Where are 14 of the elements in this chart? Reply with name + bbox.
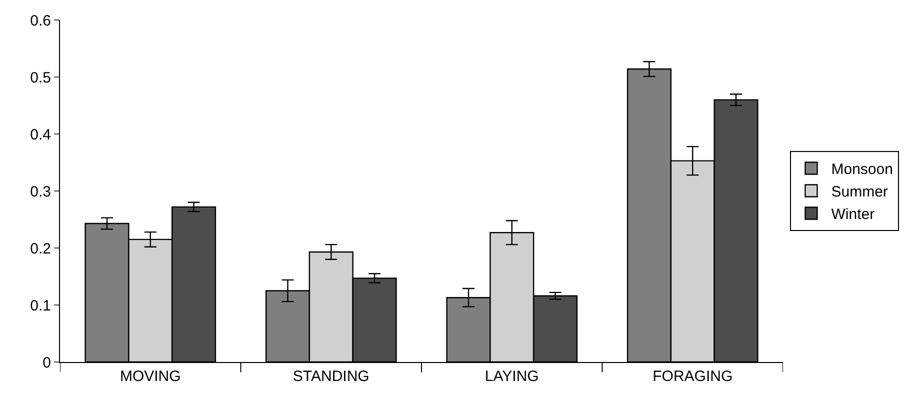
y-tick-label: 0.6 [30,12,51,30]
y-tick-label: 0.3 [30,183,51,200]
x-tick-label: FORAGING [652,368,733,385]
legend-label: Summer [831,184,888,201]
y-tick-label: 0.1 [30,297,51,314]
y-tick-label: 0.5 [30,69,51,86]
legend-label: Winter [831,206,875,224]
y-tick-label: 0.4 [30,126,51,144]
y-tick-label: 0 [42,354,51,372]
legend-label: Monsoon [831,161,893,178]
x-tick-label: STANDING [292,368,370,385]
y-tick-label: 0.2 [30,240,51,258]
x-tick-label: LAYING [484,368,539,385]
x-tick-label: MOVING [120,368,181,385]
